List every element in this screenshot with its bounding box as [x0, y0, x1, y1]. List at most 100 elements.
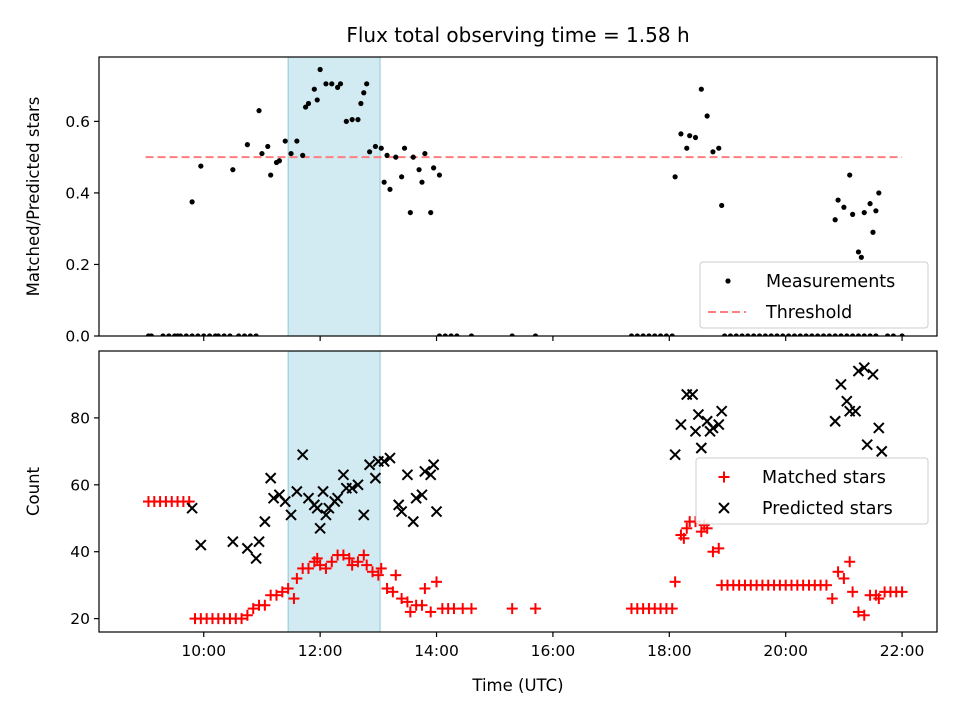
data-point	[201, 333, 207, 336]
data-point	[259, 599, 271, 611]
data-point	[407, 209, 413, 216]
legend-label: Matched stars	[762, 468, 886, 488]
data-point	[867, 333, 873, 336]
data-point	[288, 150, 294, 157]
legend-marker-x	[718, 502, 730, 514]
data-point-b	[669, 448, 681, 461]
data-point	[401, 145, 408, 151]
data-point	[704, 113, 710, 119]
data-point	[422, 150, 428, 157]
data-point	[427, 459, 440, 471]
data-point	[431, 165, 437, 171]
data-point	[367, 566, 379, 578]
data-point	[364, 81, 370, 87]
data-point-b	[686, 388, 699, 401]
data-point	[652, 333, 658, 336]
data-point-b	[384, 452, 396, 464]
data-point-b	[713, 418, 725, 431]
legend: Measurements Threshold	[699, 261, 929, 329]
data-point	[678, 131, 684, 137]
data-point	[707, 546, 719, 558]
data-point	[861, 438, 873, 451]
data-point	[401, 469, 414, 481]
data-point	[343, 552, 355, 564]
data-point	[858, 254, 864, 260]
plot-area	[145, 66, 905, 336]
data-point-b	[392, 499, 405, 511]
data-point	[291, 485, 303, 498]
data-point	[177, 333, 184, 336]
x-tick-label: 22:00	[880, 642, 925, 660]
data-point	[861, 333, 867, 336]
y-tick-label: 80	[70, 409, 90, 427]
data-point	[698, 86, 704, 92]
data-point	[285, 509, 297, 521]
data-point	[294, 138, 300, 144]
data-point	[358, 549, 370, 561]
y-tick-label: 0.4	[65, 184, 90, 202]
data-point	[640, 333, 646, 336]
data-point	[669, 448, 681, 461]
legend-label: Measurements	[766, 272, 895, 292]
data-point	[355, 116, 361, 123]
data-point-b	[858, 362, 870, 374]
data-point	[264, 472, 277, 484]
data-point	[395, 505, 408, 518]
data-point	[689, 425, 702, 437]
data-point-b	[675, 418, 687, 431]
data-point	[686, 388, 699, 401]
data-point	[832, 566, 844, 578]
data-point	[259, 150, 265, 157]
data-point	[855, 333, 862, 336]
data-point	[311, 86, 317, 92]
data-point-b	[835, 378, 847, 391]
data-point	[873, 333, 879, 336]
data-point	[378, 455, 390, 468]
data-point	[399, 174, 405, 180]
data-point	[829, 415, 841, 427]
data-point	[343, 118, 349, 124]
legend-label: Threshold	[765, 303, 852, 323]
data-point	[227, 333, 233, 336]
data-point	[716, 145, 722, 151]
data-point	[282, 138, 288, 144]
data-point-b	[715, 405, 728, 417]
data-point	[844, 556, 856, 568]
data-point-b	[419, 465, 431, 478]
data-point	[442, 333, 448, 336]
data-point	[858, 609, 870, 621]
data-point-b	[369, 472, 382, 484]
data-point-b	[430, 505, 443, 518]
data-point-b	[692, 408, 705, 421]
data-point	[847, 172, 853, 178]
data-point	[428, 209, 434, 216]
data-point	[663, 333, 669, 336]
data-point	[253, 535, 265, 548]
data-point-b	[273, 489, 286, 501]
data-point	[375, 562, 387, 574]
data-point	[267, 492, 280, 504]
data-point	[381, 583, 393, 595]
legend-marker-dot	[725, 278, 731, 284]
data-point	[884, 333, 891, 336]
data-point	[841, 395, 853, 407]
y-axis-label: Matched/Predicted stars	[24, 97, 43, 297]
legend: Matched stars Predicted stars	[695, 457, 929, 525]
data-point-b	[849, 405, 862, 417]
y-tick-label: 0.6	[65, 113, 90, 131]
data-point	[314, 559, 326, 571]
data-point	[809, 333, 815, 336]
data-point	[681, 522, 693, 534]
data-point	[291, 572, 303, 584]
data-point	[838, 572, 850, 584]
legend-marker-plus	[718, 471, 730, 483]
data-point	[227, 535, 239, 548]
data-point	[384, 452, 396, 464]
data-point	[774, 333, 780, 336]
data-point	[657, 333, 664, 336]
data-point	[361, 90, 367, 96]
x-tick-label: 18:00	[647, 642, 692, 660]
data-point	[692, 134, 699, 141]
data-point-b	[352, 479, 364, 491]
y-tick-label: 0.2	[65, 256, 90, 274]
